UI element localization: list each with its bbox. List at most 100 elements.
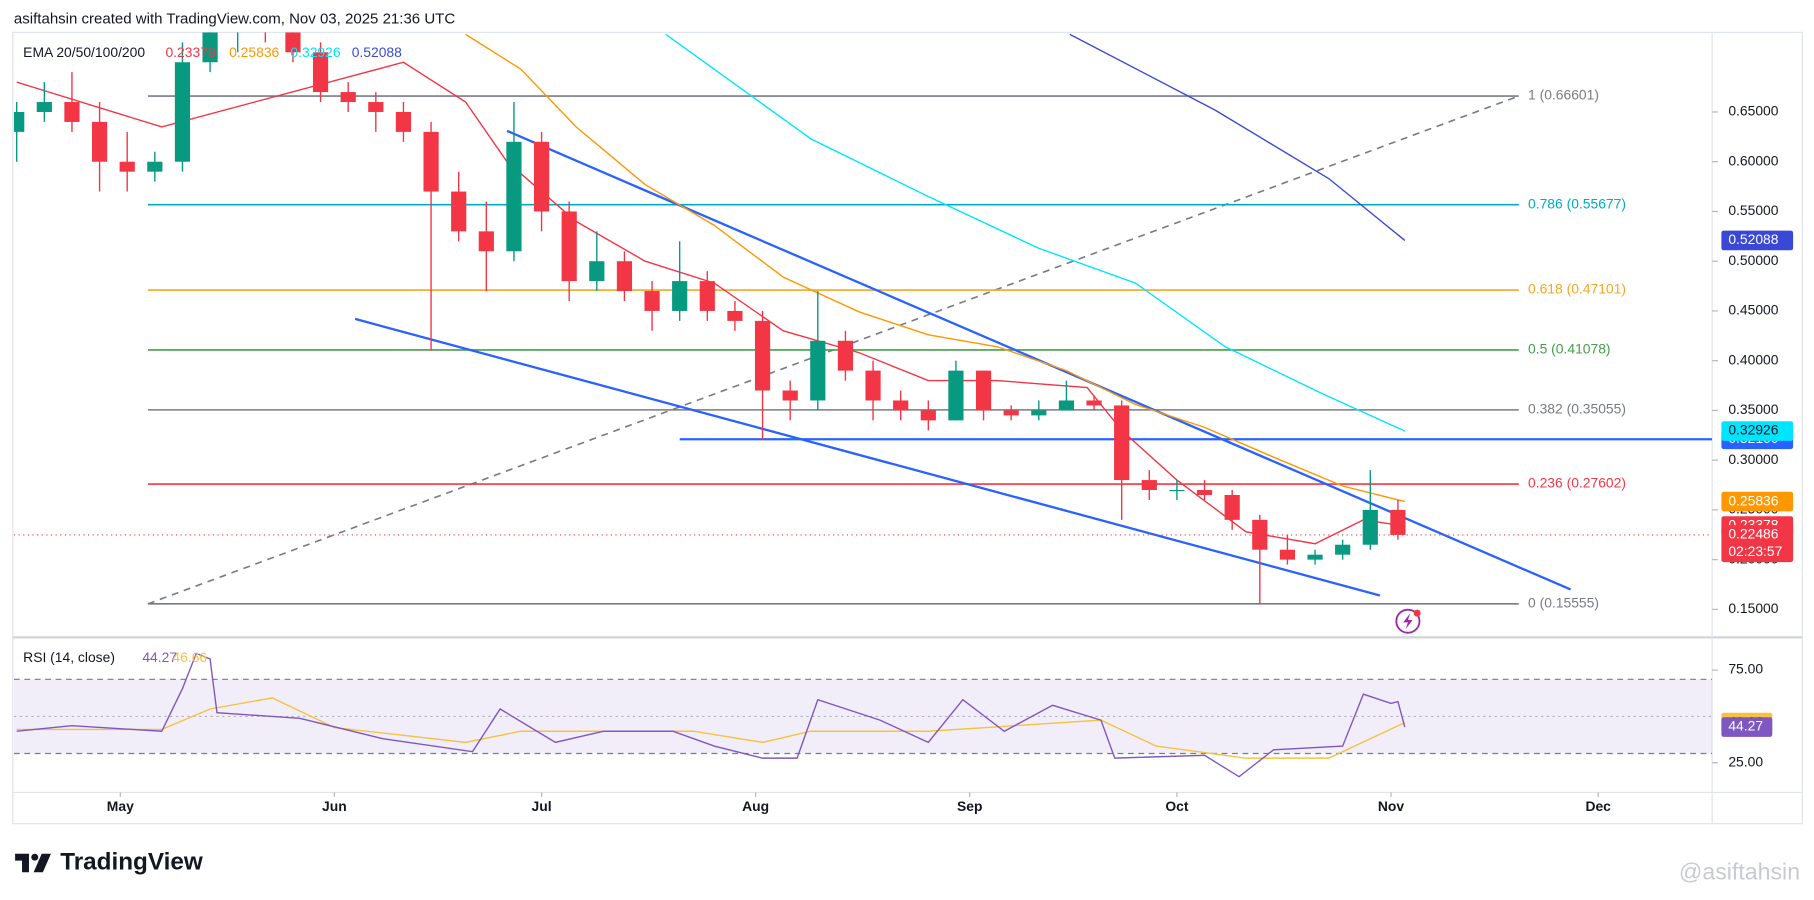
- candle-body: [1196, 490, 1213, 495]
- legend-value: 0.25836: [229, 44, 279, 60]
- x-tick-label: May: [107, 798, 134, 814]
- candle-body: [1279, 549, 1296, 560]
- candle-body: [1307, 554, 1323, 560]
- candle-body: [644, 291, 660, 311]
- rsi-label-box: [1721, 717, 1773, 737]
- candle-body: [119, 161, 135, 172]
- candle-body: [506, 141, 522, 252]
- fib-label: 0 (0.15555): [1528, 595, 1599, 611]
- candle-body: [1224, 494, 1240, 520]
- candle-body: [285, 32, 301, 53]
- candle-body: [754, 320, 771, 391]
- price-pane: 1 (0.66601) 0.786 (0.55677) 0.618 (0.47101…: [13, 32, 1713, 611]
- candle-body: [451, 191, 467, 232]
- alert-icon[interactable]: [1395, 608, 1421, 634]
- rsi-pane: [13, 652, 1713, 778]
- candle-body: [368, 102, 384, 112]
- legend-title: EMA 20/50/100/200: [23, 44, 145, 60]
- rsi-ma-line: [16, 697, 1406, 759]
- tradingview-logo: [15, 853, 51, 873]
- candle-body: [64, 102, 80, 122]
- rsi-title: RSI (14, close): [23, 649, 115, 665]
- fib-label: 0.618 (0.47101): [1528, 281, 1626, 297]
- candle-body: [561, 211, 577, 282]
- ema-line: [16, 61, 1405, 545]
- candle-body: [340, 92, 356, 103]
- candle-body: [1169, 490, 1185, 492]
- candle-body: [1003, 410, 1019, 416]
- x-tick-label: Oct: [1165, 798, 1189, 814]
- rsi-label: 44.27: [1728, 718, 1763, 734]
- price-label: 0.22486: [1728, 526, 1778, 542]
- y-tick-label: 0.60000: [1728, 152, 1778, 168]
- candle-body: [478, 231, 494, 252]
- x-tick-label: Sep: [957, 798, 982, 814]
- y-tick-label: 0.15000: [1728, 600, 1778, 616]
- candle-body: [1252, 519, 1268, 550]
- rsi-line: [16, 652, 1406, 778]
- candle-body: [533, 141, 550, 212]
- fib-label: 0.5 (0.41078): [1528, 341, 1611, 357]
- fib-label: 1 (0.66601): [1528, 87, 1599, 103]
- x-tick-label: Aug: [742, 798, 769, 814]
- ema-line: [1069, 33, 1406, 241]
- logo-text: TradingView: [60, 848, 203, 875]
- candle-body: [948, 370, 964, 421]
- candle-body: [920, 410, 936, 421]
- candle-body: [202, 32, 218, 63]
- candle-body: [1086, 400, 1102, 406]
- legend-value: 0.52088: [352, 44, 402, 60]
- y-tick-label: 0.40000: [1728, 351, 1778, 367]
- candle-body: [423, 131, 439, 192]
- candle-body: [395, 111, 412, 132]
- overlay: 0.150000.200000.250000.300000.350000.400…: [23, 44, 1794, 814]
- rsi-tick-label: 25.00: [1728, 753, 1763, 769]
- price-label: 0.25836: [1728, 492, 1778, 508]
- candle-body: [699, 281, 715, 311]
- price-label: 0.32926: [1728, 422, 1778, 438]
- candle-body: [616, 261, 633, 292]
- candle-body: [174, 62, 191, 162]
- rsi-legend-value: 46.66: [172, 649, 207, 665]
- chart-frame: [12, 31, 1803, 825]
- ema-line: [465, 33, 1405, 503]
- price-label-box: [1721, 230, 1794, 251]
- ema-line: [665, 33, 1406, 432]
- candle-body: [727, 310, 743, 321]
- y-tick-label: 0.30000: [1728, 451, 1778, 467]
- candle-body: [13, 111, 25, 132]
- y-tick-label: 0.50000: [1728, 252, 1778, 268]
- candle-body: [810, 340, 826, 401]
- candle-body: [1390, 509, 1406, 535]
- legend-value: 0.32926: [290, 44, 340, 60]
- rsi-legend-value: 44.27: [142, 649, 177, 665]
- price-label-box: [1721, 491, 1794, 512]
- fib-label: 0.382 (0.35055): [1528, 401, 1626, 417]
- y-tick-label: 0.35000: [1728, 401, 1778, 417]
- candle-body: [1114, 405, 1130, 481]
- watermark: @asiftahsin: [1679, 859, 1800, 885]
- header-text: asiftahsin created with TradingView.com,…: [14, 11, 455, 28]
- x-tick-label: Jun: [322, 798, 347, 814]
- candle-body: [91, 121, 108, 162]
- legend-value: 0.23378: [165, 44, 215, 60]
- y-tick-label: 0.65000: [1728, 103, 1778, 119]
- rsi-tick-label: 75.00: [1728, 661, 1763, 677]
- candle-body: [36, 102, 52, 112]
- y-tick-label: 0.55000: [1728, 202, 1778, 218]
- candle-body: [1058, 400, 1075, 411]
- price-label: 0.52088: [1728, 231, 1778, 247]
- trend-line: [354, 317, 1381, 597]
- candle-body: [782, 390, 798, 401]
- fib-label: 0.786 (0.55677): [1528, 195, 1626, 211]
- fib-label: 0.236 (0.27602): [1528, 475, 1626, 491]
- x-tick-label: Jul: [532, 798, 552, 814]
- candle-body: [1362, 509, 1378, 545]
- candle-body: [1141, 480, 1157, 491]
- price-label-box: [1721, 421, 1794, 441]
- candle-body: [1031, 410, 1047, 416]
- candle-body: [1335, 544, 1351, 555]
- countdown-label: 02:23:57: [1728, 543, 1782, 559]
